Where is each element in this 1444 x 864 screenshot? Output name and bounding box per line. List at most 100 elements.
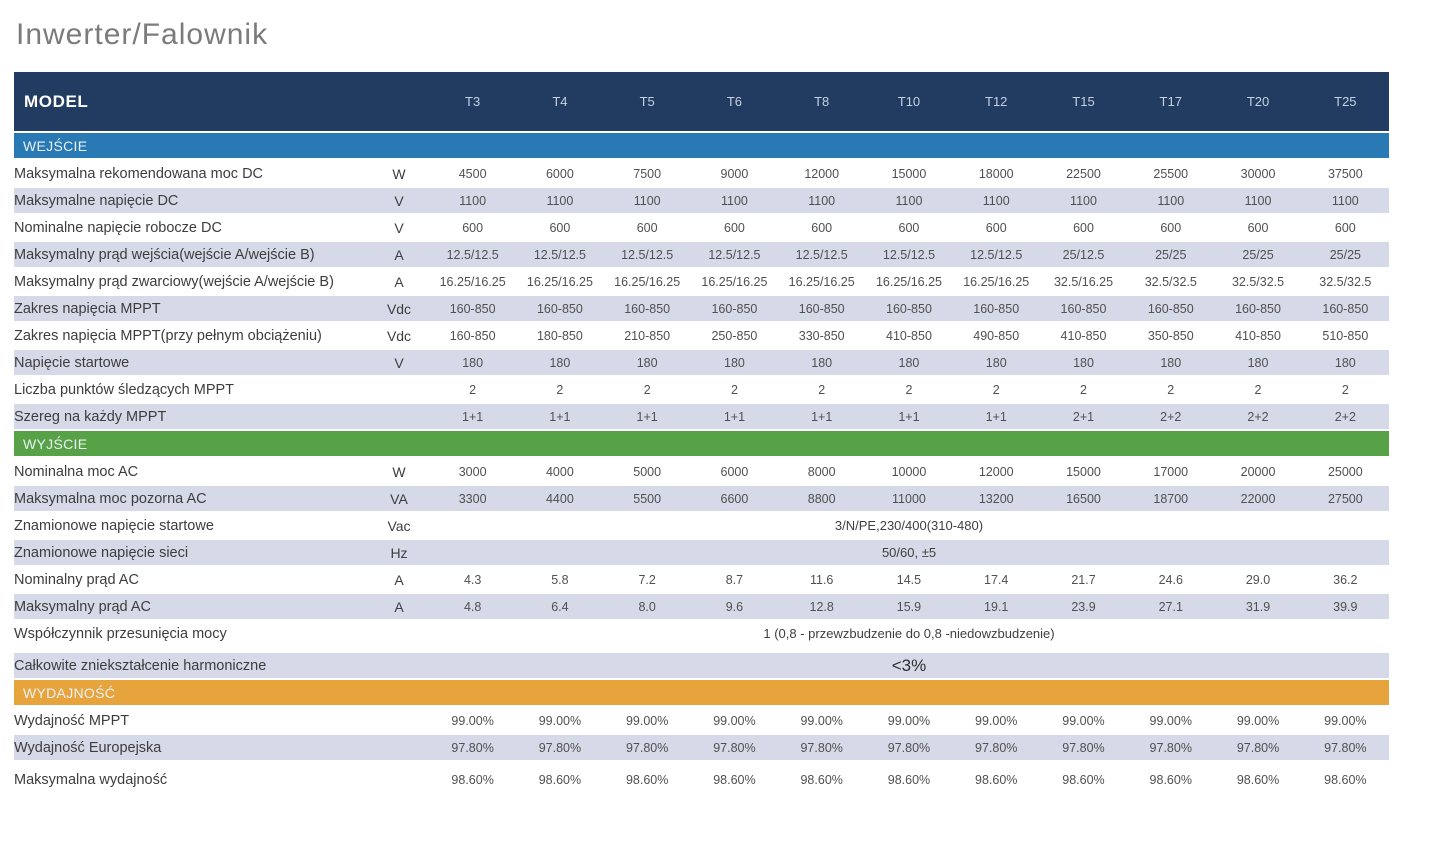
row-value: 19.1	[952, 593, 1040, 621]
row-value: 160-850	[952, 295, 1040, 323]
row-value: 16.25/16.25	[865, 268, 953, 296]
row-value: 99.00%	[516, 706, 604, 735]
table-header-row: MODEL T3 T4 T5 T6 T8 T10 T12 T15 T17 T20 T25	[14, 72, 1389, 133]
row-label: Nominalny prąd AC	[14, 566, 369, 594]
row-value: 98.60%	[1214, 763, 1302, 794]
row-value: 22500	[1039, 159, 1128, 188]
model-column-header: T8	[778, 72, 866, 133]
row-value: 16.25/16.25	[778, 268, 866, 296]
row-value: 30000	[1214, 159, 1302, 188]
row-value: 600	[1301, 214, 1389, 242]
row-value: 6.4	[516, 593, 604, 621]
row-value: 20000	[1214, 457, 1302, 486]
row-unit: A	[369, 268, 429, 296]
row-value: 2	[865, 376, 953, 404]
row-unit: W	[369, 457, 429, 486]
row-value: 32.5/32.5	[1214, 268, 1302, 296]
row-value: 7.2	[603, 566, 691, 594]
row-value: 18700	[1127, 485, 1215, 513]
row-value: 180	[516, 349, 604, 377]
row-value: 1100	[952, 187, 1040, 215]
row-value: 160-850	[865, 295, 953, 323]
row-value: 27500	[1301, 485, 1389, 513]
row-value: 160-850	[516, 295, 604, 323]
row-value: 4500	[429, 159, 517, 188]
row-value: 98.60%	[778, 763, 866, 794]
row-label: Całkowite zniekształcenie harmoniczne	[14, 649, 369, 680]
row-value: 1+1	[429, 403, 517, 431]
row-value: 17000	[1127, 457, 1215, 486]
row-value: 12000	[778, 159, 866, 188]
row-value: 98.60%	[516, 763, 604, 794]
row-label: Szereg na każdy MPPT	[14, 403, 369, 431]
row-unit	[369, 620, 429, 653]
model-header-label: MODEL	[14, 72, 369, 133]
model-column-header: T15	[1039, 72, 1128, 133]
row-value: 8.7	[690, 566, 779, 594]
row-value: 1100	[429, 187, 517, 215]
row-value: 99.00%	[1301, 706, 1389, 735]
row-value: 8.0	[603, 593, 691, 621]
row-value: 16.25/16.25	[429, 268, 517, 296]
row-value: 410-850	[1039, 322, 1128, 350]
row-value: 12.5/12.5	[690, 241, 779, 269]
row-value: 4000	[516, 457, 604, 486]
row-value: 160-850	[1301, 295, 1389, 323]
row-unit: V	[369, 349, 429, 377]
row-value: 99.00%	[778, 706, 866, 735]
row-value: 1100	[690, 187, 779, 215]
row-value: 490-850	[952, 322, 1040, 350]
model-header-spacer	[369, 72, 429, 133]
row-unit	[369, 763, 429, 794]
row-value: 160-850	[778, 295, 866, 323]
row-label: Maksymalna rekomendowana moc DC	[14, 159, 369, 188]
row-value: 24.6	[1127, 566, 1215, 594]
row-value: 600	[865, 214, 953, 242]
row-value: 1100	[516, 187, 604, 215]
spec-table-body: MODEL T3 T4 T5 T6 T8 T10 T12 T15 T17 T20 T25 WEJŚCIE…	[14, 72, 1389, 794]
row-value: 97.80%	[778, 734, 866, 767]
row-value: 99.00%	[429, 706, 517, 735]
row-value: 16.25/16.25	[516, 268, 604, 296]
spec-row: Maksymalna wydajność 98.60% 98.60% 98.60% 98…	[14, 763, 1389, 794]
spec-row: Maksymalna moc pozorna AC VA 3300 4400 5500 6…	[14, 485, 1389, 513]
row-label: Zakres napięcia MPPT(przy pełnym obciąże…	[14, 322, 369, 350]
model-column-header: T10	[865, 72, 953, 133]
row-value: 250-850	[690, 322, 779, 350]
row-value: 330-850	[778, 322, 866, 350]
model-column-header: T4	[516, 72, 604, 133]
section-title: WYJŚCIE	[14, 430, 1389, 459]
spec-row: Zakres napięcia MPPT Vdc 160-850 160-850 160…	[14, 295, 1389, 323]
row-label: Napięcie startowe	[14, 349, 369, 377]
row-value: 1+1	[516, 403, 604, 431]
spec-row: Zakres napięcia MPPT(przy pełnym obciąże…	[14, 322, 1389, 350]
spec-row: Maksymalna rekomendowana moc DC W 4500 6000…	[14, 159, 1389, 188]
section-title: WYDAJNOŚĆ	[14, 679, 1389, 708]
row-span-value: <3%	[429, 649, 1389, 680]
row-unit	[369, 649, 429, 680]
row-value: 14.5	[865, 566, 953, 594]
row-value: 25/25	[1127, 241, 1215, 269]
row-value: 1+1	[952, 403, 1040, 431]
row-value: 1100	[1127, 187, 1215, 215]
row-label: Maksymalne napięcie DC	[14, 187, 369, 215]
row-value: 4.8	[429, 593, 517, 621]
spec-row: Maksymalny prąd AC A 4.8 6.4 8.0 9.6 12.8 15.9 1…	[14, 593, 1389, 621]
row-value: 180	[778, 349, 866, 377]
row-label: Maksymalny prąd zwarciowy(wejście A/wejś…	[14, 268, 369, 296]
spec-row: Znamionowe napięcie sieci Hz 50/60, ±5	[14, 539, 1389, 567]
row-value: 98.60%	[865, 763, 953, 794]
row-value: 180	[1039, 349, 1128, 377]
spec-row: Nominalne napięcie robocze DC V 600 600 600 6…	[14, 214, 1389, 242]
row-value: 180	[429, 349, 517, 377]
row-value: 160-850	[429, 295, 517, 323]
row-value: 97.80%	[1214, 734, 1302, 767]
spec-row: Szereg na każdy MPPT 1+1 1+1 1+1 1+1 1+1 1+1 1+…	[14, 403, 1389, 431]
section-title: WEJŚCIE	[14, 132, 1389, 161]
row-value: 2+1	[1039, 403, 1128, 431]
row-value: 2	[690, 376, 779, 404]
row-value: 2	[1127, 376, 1215, 404]
row-label: Maksymalna moc pozorna AC	[14, 485, 369, 513]
row-value: 97.80%	[516, 734, 604, 767]
row-value: 16500	[1039, 485, 1128, 513]
